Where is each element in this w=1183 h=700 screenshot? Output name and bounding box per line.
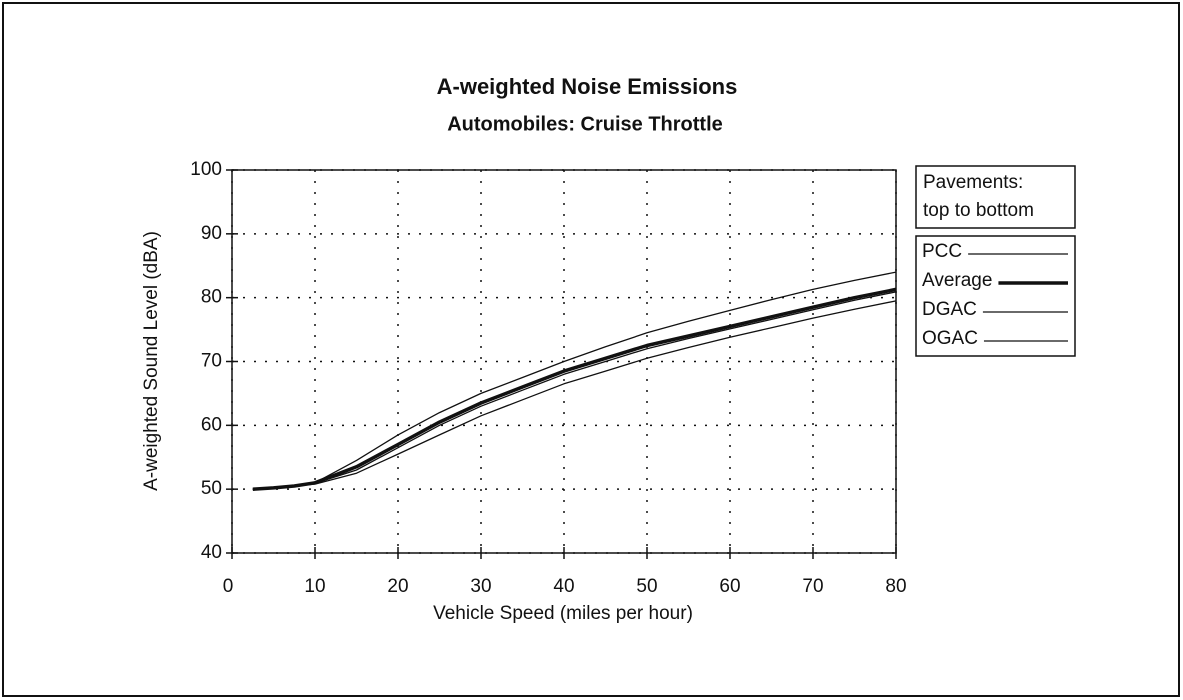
y-tick-label: 60	[201, 414, 222, 435]
y-tick-label: 50	[201, 478, 222, 499]
y-axis-label: A-weighted Sound Level (dBA)	[141, 231, 162, 491]
y-tick-label: 90	[201, 223, 222, 244]
x-tick-label: 20	[387, 576, 408, 597]
legend-label: OGAC	[922, 328, 978, 349]
y-tick-label: 70	[201, 351, 222, 372]
x-tick-label: 70	[802, 576, 823, 597]
series-line	[252, 300, 897, 490]
legend-title: top to bottom	[923, 200, 1034, 221]
x-tick-label: 50	[636, 576, 657, 597]
legend-label: Average	[922, 270, 992, 291]
legend-box	[915, 235, 1076, 357]
legend-label: PCC	[922, 241, 962, 262]
x-tick-label: 40	[553, 576, 574, 597]
x-axis-label: Vehicle Speed (miles per hour)	[433, 603, 693, 624]
legend-title-box	[915, 165, 1076, 229]
x-tick-label: 10	[304, 576, 325, 597]
legend-label: DGAC	[922, 299, 977, 320]
x-tick-label: 30	[470, 576, 491, 597]
legend-title: Pavements:	[923, 172, 1023, 193]
x-tick-label: 80	[885, 576, 906, 597]
y-tick-label: 80	[201, 287, 222, 308]
chart-subtitle: Automobiles: Cruise Throttle	[447, 113, 723, 135]
chart-title: A-weighted Noise Emissions	[437, 74, 738, 99]
x-tick-label: 0	[223, 576, 234, 597]
y-tick-label: 40	[201, 542, 222, 563]
x-tick-label: 60	[719, 576, 740, 597]
y-tick-label: 100	[190, 159, 222, 180]
